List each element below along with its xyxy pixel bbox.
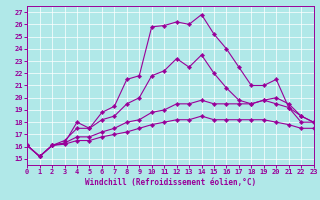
X-axis label: Windchill (Refroidissement éolien,°C): Windchill (Refroidissement éolien,°C) <box>85 178 256 187</box>
